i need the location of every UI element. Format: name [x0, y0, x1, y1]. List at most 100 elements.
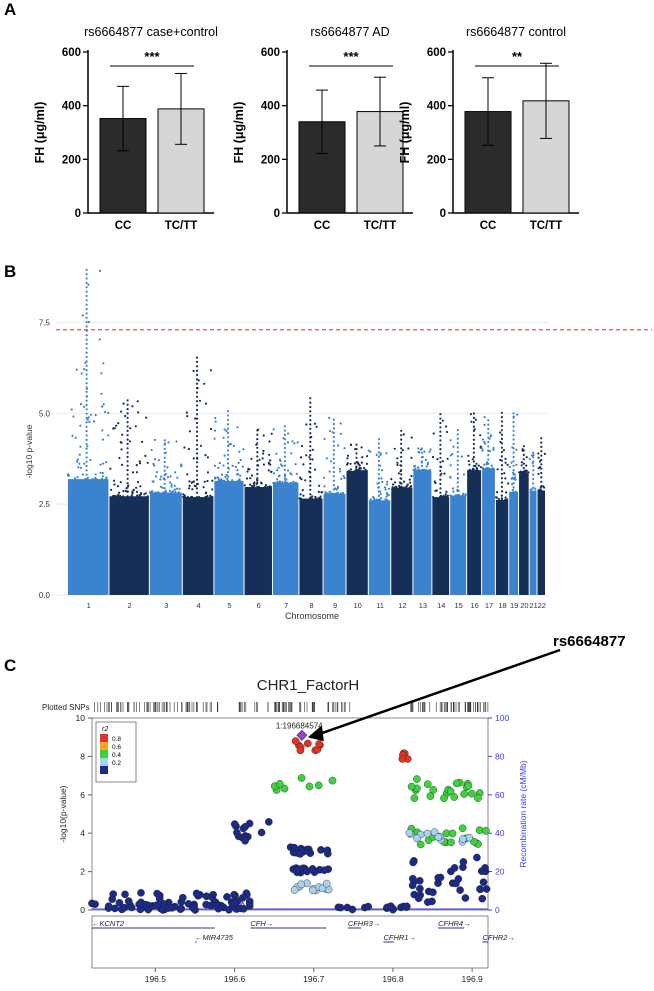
snp-point	[518, 471, 521, 474]
snp-point	[393, 481, 397, 484]
snp-point	[479, 445, 482, 448]
snp-point	[256, 468, 259, 471]
legend-level-label: 0.2	[112, 760, 121, 767]
snp-point	[469, 413, 472, 416]
snp-point	[377, 494, 380, 497]
snp-point	[226, 436, 230, 439]
chromosome-4: 4	[182, 356, 214, 610]
snp-point	[301, 489, 304, 492]
snp-band	[214, 480, 244, 595]
snp-point	[262, 449, 265, 452]
snp-point	[290, 452, 293, 455]
snp-point	[511, 488, 514, 492]
snp-point	[226, 440, 230, 443]
snp-point	[439, 448, 442, 451]
snp-point	[169, 475, 172, 478]
snp-point	[500, 485, 503, 488]
snp-point	[81, 314, 84, 317]
snp-point	[313, 422, 316, 425]
snp-point	[447, 867, 455, 876]
snp-point	[342, 475, 345, 478]
snp-point	[377, 473, 380, 476]
snp-point	[508, 465, 511, 468]
snp-point	[540, 458, 543, 462]
snp-point	[328, 416, 331, 419]
snp-point	[153, 458, 157, 461]
snp-point	[164, 489, 167, 492]
snp-point	[242, 448, 245, 451]
snp-point	[420, 456, 423, 459]
snp-point	[79, 424, 82, 427]
x-tick-label: 196.9	[462, 974, 484, 984]
snp-point	[204, 402, 208, 405]
snp-point	[401, 486, 405, 489]
snp-point	[512, 455, 515, 459]
snp-point	[400, 477, 403, 480]
snp-point	[85, 273, 88, 276]
snp-point	[294, 463, 297, 466]
snp-point	[487, 445, 490, 448]
snp-point	[456, 481, 459, 484]
snp-point	[439, 434, 442, 438]
snp-point	[472, 451, 475, 454]
snp-point	[225, 905, 233, 914]
snp-point	[468, 468, 471, 472]
snp-point	[195, 452, 199, 455]
snp-point	[337, 444, 340, 447]
snp-point	[472, 469, 475, 472]
snp-point	[72, 415, 75, 418]
snp-point	[191, 488, 194, 491]
snp-point	[474, 418, 477, 421]
snp-point	[86, 476, 89, 479]
snp-point	[400, 429, 403, 432]
snp-point	[222, 464, 225, 467]
snp-point	[359, 469, 362, 472]
snp-point	[472, 442, 475, 446]
snp-point	[226, 466, 230, 469]
chromosome-tick-label: 10	[353, 601, 361, 610]
snp-point	[199, 444, 203, 447]
snp-point	[270, 470, 273, 473]
snp-point	[283, 442, 286, 445]
snp-point	[499, 431, 502, 434]
panel-label-b: B	[4, 262, 17, 281]
plot-title: CHR1_FactorH	[257, 677, 360, 694]
snp-point	[231, 479, 234, 482]
gene-track-frame	[91, 915, 489, 969]
snp-point	[451, 487, 455, 490]
snp-point	[472, 464, 475, 467]
gene-label: CFHR1→	[383, 933, 416, 942]
snp-point	[180, 465, 183, 468]
snp-point	[429, 888, 437, 897]
snp-point	[153, 438, 156, 441]
snp-point	[309, 445, 312, 448]
plotted-snps-track	[94, 702, 489, 712]
snp-point	[355, 456, 358, 459]
snp-point	[510, 477, 513, 480]
legend-title: r2	[102, 726, 108, 733]
snp-point	[332, 475, 335, 478]
snp-point	[88, 420, 91, 423]
snp-point	[211, 479, 214, 482]
snp-point	[467, 460, 470, 463]
snp-point	[512, 490, 515, 493]
gene-label: ←MIR4735	[195, 933, 234, 942]
y-tick-label: 400	[427, 101, 446, 113]
snp-point	[230, 820, 239, 828]
snp-point	[85, 399, 88, 402]
snp-point	[478, 894, 487, 903]
snp-point	[420, 460, 423, 463]
snp-point	[439, 487, 442, 490]
y-tick-label: 7.5	[39, 319, 51, 328]
snp-point	[456, 463, 459, 466]
snp-point	[80, 372, 83, 375]
snp-point	[467, 789, 476, 798]
snp-point	[355, 465, 358, 468]
snp-point	[500, 411, 503, 414]
snp-point	[249, 483, 252, 486]
snp-point	[305, 423, 308, 426]
snp-point	[362, 469, 365, 472]
snp-point	[291, 440, 294, 443]
snp-point	[243, 484, 246, 487]
snp-point	[377, 481, 380, 484]
